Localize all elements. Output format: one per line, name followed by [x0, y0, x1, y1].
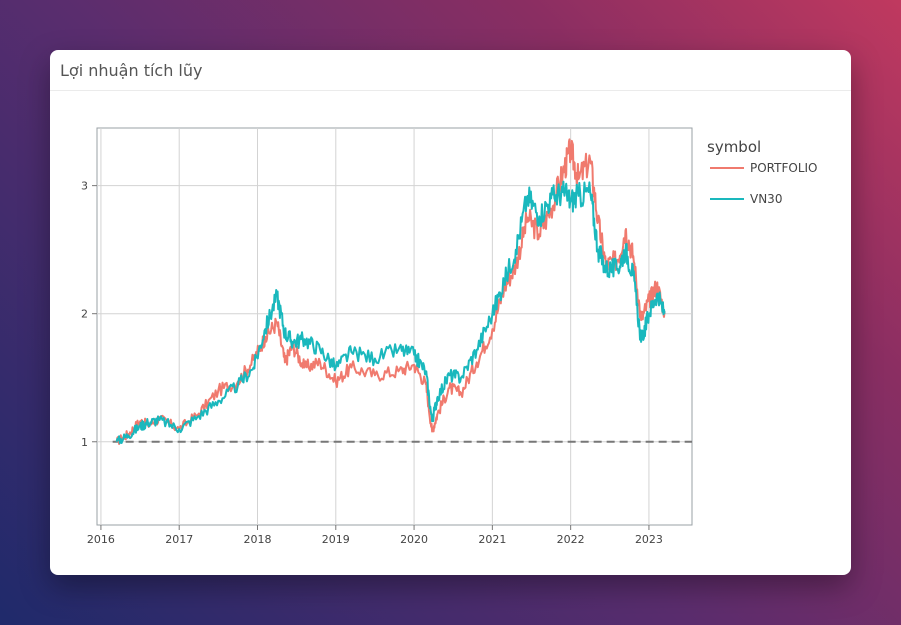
- card-title: Lợi nhuận tích lũy: [60, 60, 203, 80]
- x-tick-label: 2019: [322, 533, 350, 546]
- card-header: Lợi nhuận tích lũy: [50, 50, 851, 91]
- legend-label-portfolio: PORTFOLIO: [750, 161, 818, 175]
- x-tick-label: 2017: [165, 533, 193, 546]
- x-grid: [100, 128, 650, 525]
- cumulative-return-chart: 2016 2017 2018 2019 2020 2021 2022 2023 1 2 3 sym…: [81, 127, 818, 546]
- x-axis-ticks: 2016 2017 2018 2019 2020 2021 2022 2023: [87, 525, 663, 546]
- y-tick-label: 2: [81, 308, 88, 321]
- x-tick-label: 2021: [478, 533, 506, 546]
- legend-label-vn30: VN30: [750, 192, 782, 206]
- x-tick-label: 2022: [557, 533, 585, 546]
- x-tick-label: 2018: [243, 533, 271, 546]
- legend: symbol PORTFOLIO VN30: [707, 138, 818, 206]
- x-tick-label: 2016: [87, 533, 115, 546]
- series-line-vn30: [115, 180, 666, 445]
- plot-area: [96, 127, 693, 526]
- series-group: [115, 138, 666, 445]
- y-tick-label: 1: [81, 436, 88, 449]
- chart-card: Lợi nhuận tích lũy 2016 2017 2018 2019 2020 2…: [50, 50, 851, 575]
- y-axis-ticks: 1 2 3: [81, 180, 97, 449]
- x-tick-label: 2023: [635, 533, 663, 546]
- y-tick-label: 3: [81, 180, 88, 193]
- legend-title: symbol: [707, 138, 761, 156]
- x-tick-label: 2020: [400, 533, 428, 546]
